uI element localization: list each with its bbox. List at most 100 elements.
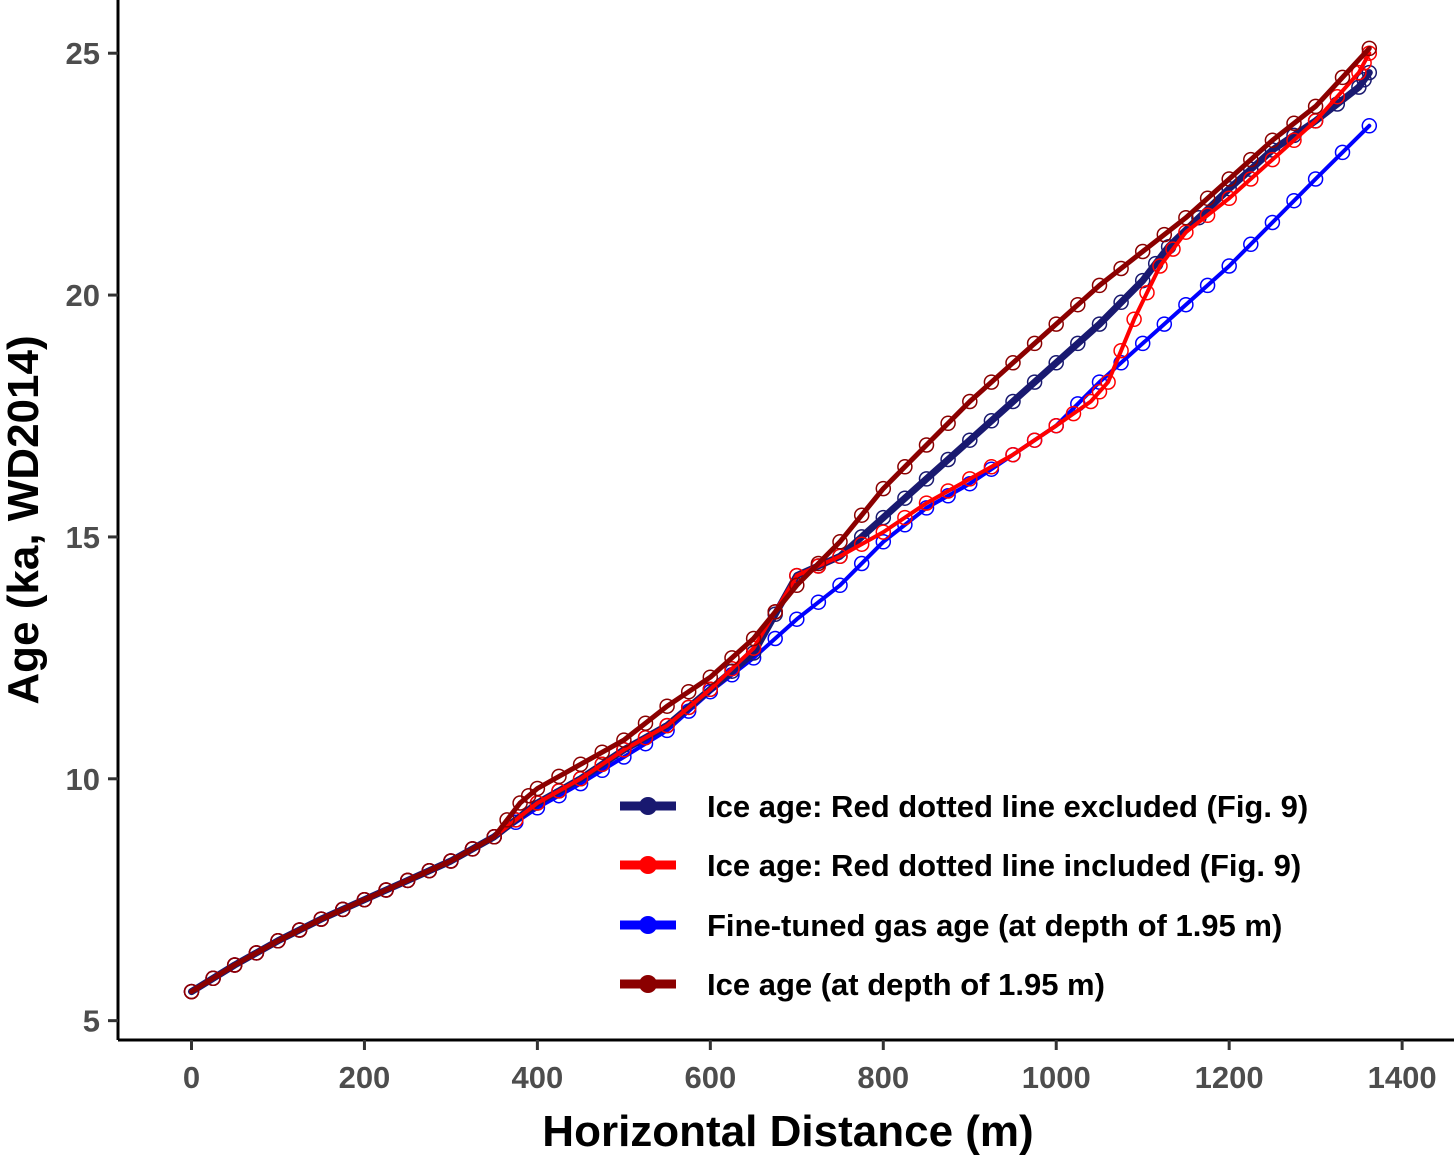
data-point	[616, 732, 632, 748]
data-point	[1264, 132, 1281, 149]
data-point	[335, 901, 351, 918]
data-point	[1221, 258, 1237, 274]
data-point	[205, 970, 221, 987]
data-point	[1329, 88, 1346, 105]
y-tick-label: 25	[66, 36, 100, 71]
data-point	[1307, 98, 1324, 115]
data-point	[421, 862, 438, 879]
data-point	[637, 715, 654, 731]
data-point	[853, 536, 870, 552]
data-point	[399, 872, 416, 889]
y-tick-label: 10	[66, 762, 100, 797]
legend-item: Ice age: Red dotted line excluded (Fig. …	[620, 789, 1308, 824]
data-point	[183, 983, 200, 1000]
data-point	[1048, 417, 1064, 434]
x-tick-label: 1200	[1195, 1060, 1264, 1095]
data-point	[789, 611, 805, 627]
data-point	[680, 699, 697, 716]
data-point	[1152, 258, 1168, 274]
legend-label: Fine-tuned gas age (at depth of 1.95 m)	[707, 908, 1282, 943]
data-point	[962, 471, 978, 487]
data-point	[832, 534, 848, 550]
data-point	[1070, 335, 1086, 352]
data-point	[1264, 214, 1281, 231]
data-point	[940, 415, 956, 432]
data-point	[313, 911, 329, 927]
data-point	[1199, 190, 1216, 207]
data-point	[659, 698, 675, 714]
data-point	[1048, 355, 1064, 371]
data-point	[897, 459, 913, 475]
data-point	[1361, 118, 1378, 134]
data-point	[1178, 296, 1194, 313]
data-point	[356, 891, 373, 908]
x-axis-title: Horizontal Distance (m)	[542, 1107, 1033, 1156]
data-point	[1139, 284, 1155, 301]
x-tick-label: 600	[684, 1060, 736, 1095]
data-point	[680, 683, 697, 700]
data-point	[789, 577, 805, 594]
data-point	[1361, 64, 1378, 81]
data-point	[875, 534, 892, 550]
data-point	[551, 768, 567, 785]
legend-key-point	[639, 916, 657, 934]
data-point	[1005, 355, 1021, 371]
legend-item: Ice age (at depth of 1.95 m)	[620, 967, 1105, 1002]
data-point	[1286, 132, 1302, 149]
data-point	[1286, 115, 1302, 132]
data-point	[1156, 316, 1173, 332]
data-point	[1264, 151, 1281, 168]
legend-key-point	[639, 797, 657, 815]
data-point	[1113, 294, 1129, 311]
data-point	[853, 555, 870, 572]
data-point	[724, 660, 740, 677]
x-tick-label: 400	[512, 1060, 564, 1095]
legend-label: Ice age (at depth of 1.95 m)	[707, 967, 1105, 1002]
data-point	[443, 853, 459, 869]
legend-key-point	[639, 856, 657, 874]
data-point	[983, 374, 1000, 390]
data-point	[270, 933, 286, 949]
data-point	[1091, 384, 1108, 400]
data-point	[594, 756, 610, 773]
data-point	[529, 780, 546, 797]
data-point	[897, 490, 913, 506]
data-point	[594, 744, 610, 760]
data-point	[962, 393, 978, 410]
data-point	[918, 495, 935, 511]
data-point	[1026, 374, 1043, 390]
data-point	[1126, 311, 1142, 328]
legend-label: Ice age: Red dotted line included (Fig. …	[707, 848, 1301, 883]
data-point	[226, 957, 243, 973]
data-point	[853, 507, 870, 523]
data-point	[745, 630, 762, 647]
series-line	[189, 45, 1372, 995]
y-axis-title: Age (ka, WD2014)	[0, 335, 48, 704]
x-tick-label: 1000	[1022, 1060, 1091, 1095]
data-point	[1334, 144, 1351, 161]
data-point	[1134, 243, 1151, 260]
data-point	[1221, 171, 1237, 187]
data-point	[1165, 241, 1181, 257]
data-point	[1178, 209, 1194, 226]
y-tick-label: 20	[66, 278, 100, 313]
y-tick-label: 15	[66, 520, 100, 555]
data-point	[1070, 296, 1086, 313]
plot-area: 0 200 400 600 800 1000 1200 1400 5 10 15 20 25	[66, 0, 1454, 1095]
x-tick-label: 200	[339, 1060, 391, 1095]
ticks-layer: 0 200 400 600 800 1000 1200 1400 5 10 15 20 25	[66, 36, 1437, 1095]
data-point	[767, 604, 783, 620]
data-point	[918, 471, 935, 487]
data-point	[1065, 405, 1082, 422]
x-tick-label: 0	[183, 1060, 200, 1095]
data-point	[962, 432, 978, 448]
data-point	[1156, 226, 1173, 243]
data-point	[940, 483, 956, 499]
data-point	[1134, 335, 1151, 352]
series-3	[183, 40, 1378, 1000]
data-point	[1026, 432, 1043, 448]
data-point	[248, 945, 265, 961]
data-point	[1199, 207, 1216, 224]
data-point	[810, 594, 827, 610]
